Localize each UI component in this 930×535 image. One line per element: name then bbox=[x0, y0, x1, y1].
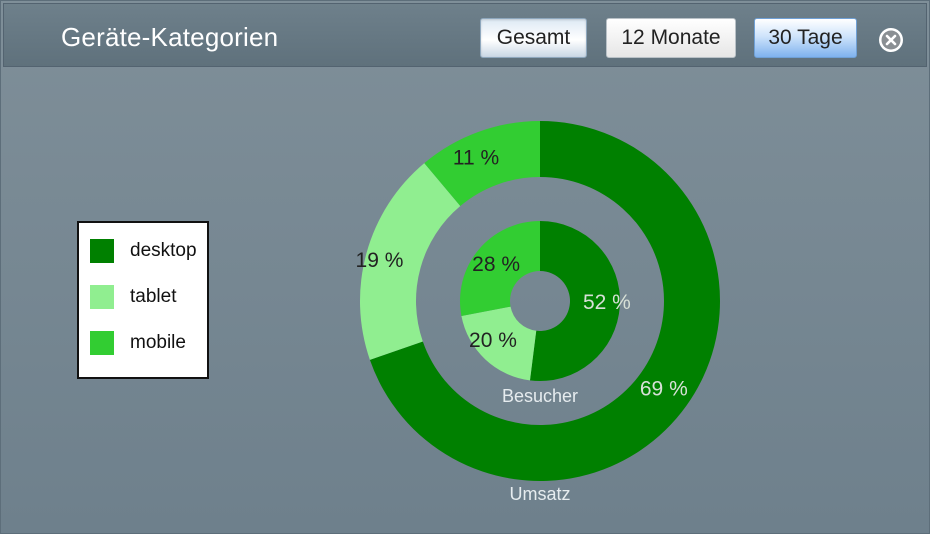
legend-swatch-mobile bbox=[90, 331, 114, 355]
panel-title: Geräte-Kategorien bbox=[61, 22, 279, 52]
slice-besucher-mobile[interactable] bbox=[460, 221, 540, 316]
data-label-umsatz-mobile: 11 % bbox=[453, 147, 499, 170]
data-label-besucher-tablet: 20 % bbox=[469, 329, 517, 352]
12-monate-button[interactable]: 12 Monate bbox=[606, 18, 736, 58]
slice-besucher-tablet[interactable] bbox=[461, 306, 537, 381]
legend-item-desktop[interactable]: desktop bbox=[90, 239, 197, 263]
legend-swatch-tablet bbox=[90, 285, 114, 309]
ring-title-besucher: Besucher bbox=[502, 386, 578, 406]
slice-umsatz-desktop[interactable] bbox=[369, 121, 721, 481]
legend-label-tablet: tablet bbox=[130, 286, 177, 307]
legend-swatch-desktop bbox=[90, 239, 114, 263]
slice-umsatz-tablet[interactable] bbox=[360, 163, 461, 360]
legend-label-desktop: desktop bbox=[130, 240, 197, 261]
close-circle-icon[interactable] bbox=[878, 27, 904, 53]
data-label-besucher-mobile: 28 % bbox=[472, 253, 520, 276]
data-label-umsatz-desktop: 69 % bbox=[640, 378, 688, 401]
slice-besucher-desktop[interactable] bbox=[529, 221, 621, 381]
slice-umsatz-mobile[interactable] bbox=[424, 121, 540, 207]
ring-title-umsatz: Umsatz bbox=[509, 484, 570, 504]
panel-header: Geräte-Kategorien Gesamt 12 Monate 30 Ta… bbox=[3, 3, 927, 67]
gesamt-button[interactable]: Gesamt bbox=[480, 18, 587, 58]
data-label-umsatz-tablet: 19 % bbox=[356, 249, 404, 272]
legend-item-tablet[interactable]: tablet bbox=[90, 285, 176, 309]
legend-item-mobile[interactable]: mobile bbox=[90, 331, 186, 355]
legend-label-mobile: mobile bbox=[130, 332, 186, 353]
chart-legend: desktop tablet mobile bbox=[77, 221, 209, 379]
30-tage-button[interactable]: 30 Tage bbox=[754, 18, 857, 58]
data-label-besucher-desktop: 52 % bbox=[583, 291, 631, 314]
